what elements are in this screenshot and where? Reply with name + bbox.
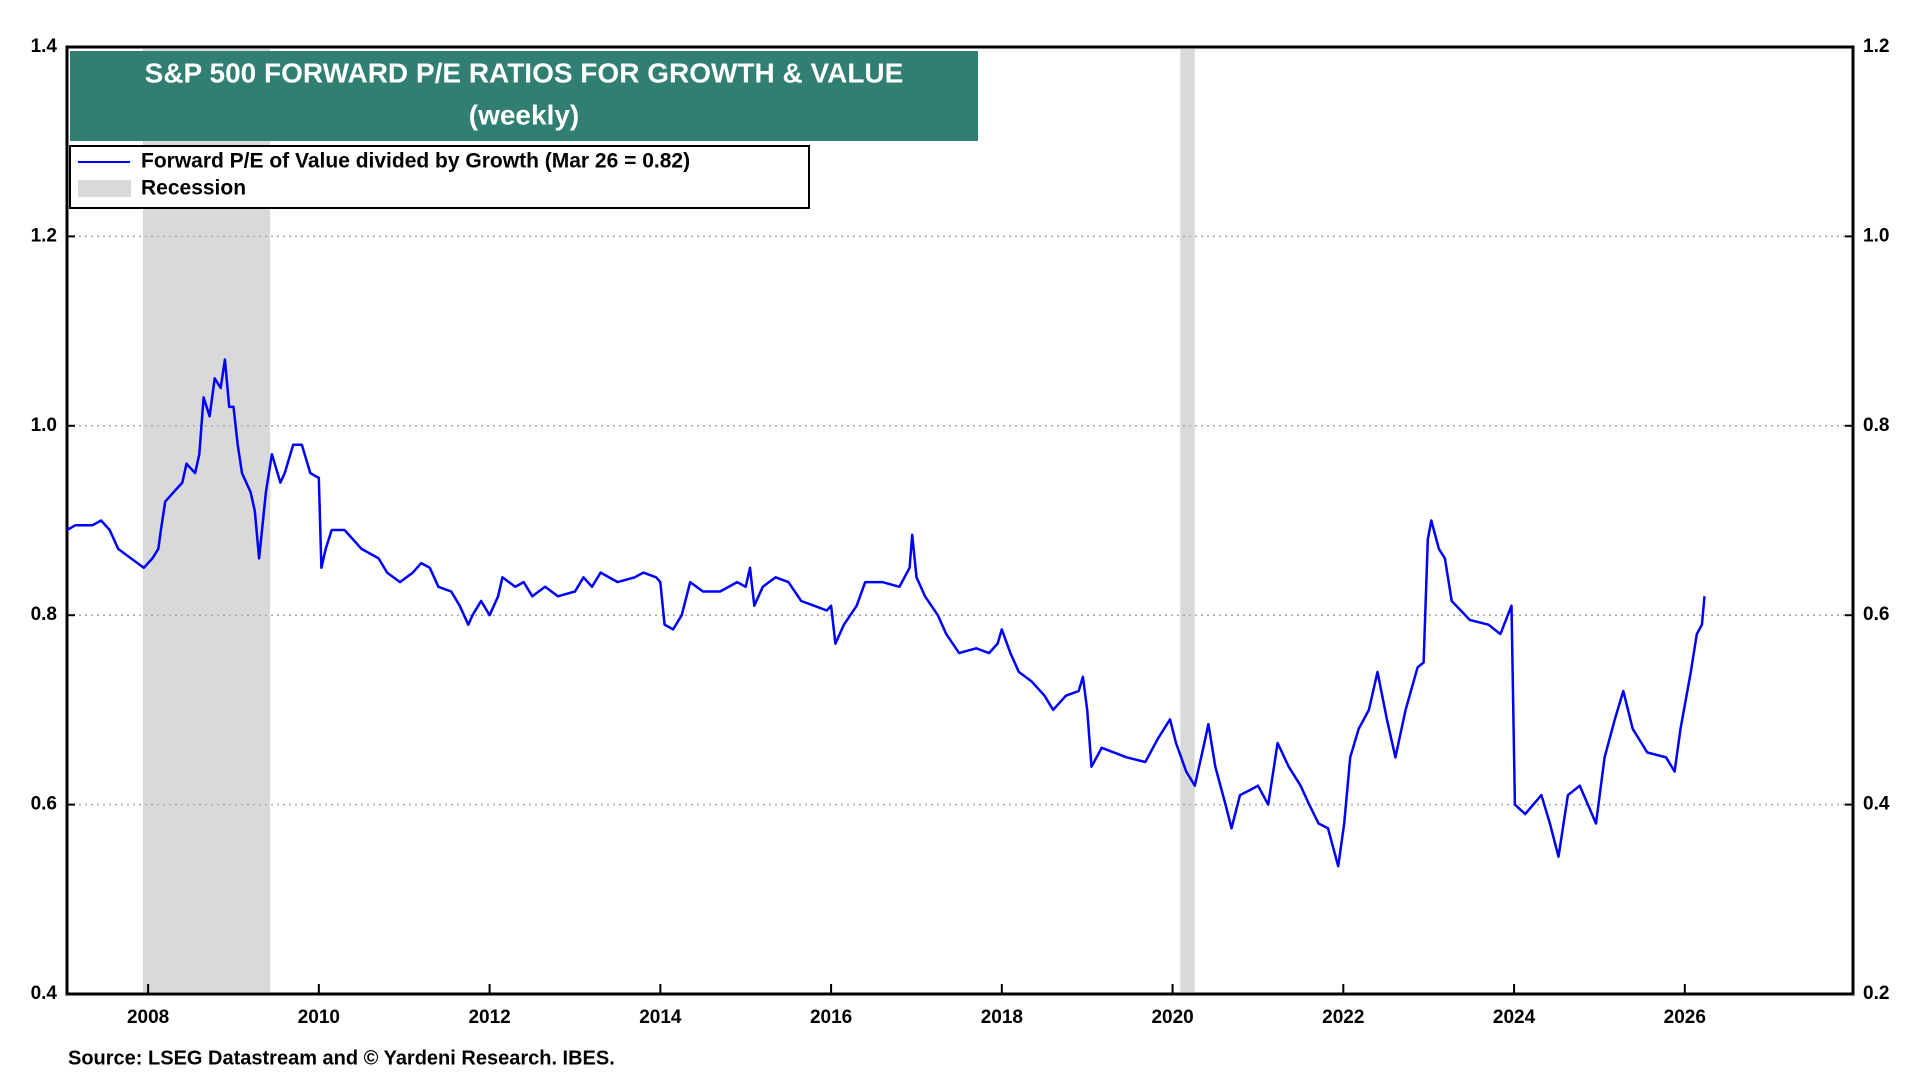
source-note: Source: LSEG Datastream and © Yardeni Re… — [68, 1047, 615, 1069]
legend-box — [69, 145, 810, 209]
x-tick-label: 2018 — [981, 1007, 1023, 1028]
y-tick-label: 0.6 — [31, 794, 57, 815]
y2-tick-label: 1.0 — [1863, 225, 1889, 246]
y2-tick-label: 1.2 — [1863, 36, 1889, 57]
y-tick-label: 0.8 — [31, 604, 57, 625]
x-tick-label: 2022 — [1322, 1007, 1364, 1028]
x-tick-label: 2016 — [810, 1007, 852, 1028]
y-tick-label: 1.2 — [31, 225, 57, 246]
x-tick-label: 2020 — [1151, 1007, 1193, 1028]
x-tick-label: 2010 — [298, 1007, 340, 1028]
y2-tick-label: 0.4 — [1863, 794, 1890, 815]
x-tick-label: 2014 — [639, 1007, 682, 1028]
x-tick-label: 2008 — [127, 1007, 169, 1028]
y2-tick-label: 0.8 — [1863, 415, 1889, 436]
data-layer — [66, 358, 1706, 868]
chart-title: S&P 500 FORWARD P/E RATIOS FOR GROWTH & … — [145, 57, 904, 88]
legend-recession-swatch — [78, 180, 131, 197]
legend-label: Forward P/E of Value divided by Growth (… — [141, 150, 690, 173]
x-tick-label: 2024 — [1493, 1007, 1536, 1028]
y2-tick-label: 0.6 — [1863, 604, 1889, 625]
title-box — [70, 51, 978, 141]
y-tick-label: 1.0 — [31, 415, 57, 436]
legend-label: Recession — [141, 177, 246, 200]
x-tick-label: 2026 — [1664, 1007, 1706, 1028]
x-tick-label: 2012 — [468, 1007, 510, 1028]
recession-band — [1180, 49, 1195, 992]
chart-subtitle: (weekly) — [469, 99, 580, 130]
y-tick-label: 0.4 — [31, 983, 58, 1004]
y2-tick-label: 0.2 — [1863, 983, 1889, 1004]
y-tick-label: 1.4 — [31, 36, 58, 57]
data-line — [66, 358, 1706, 868]
